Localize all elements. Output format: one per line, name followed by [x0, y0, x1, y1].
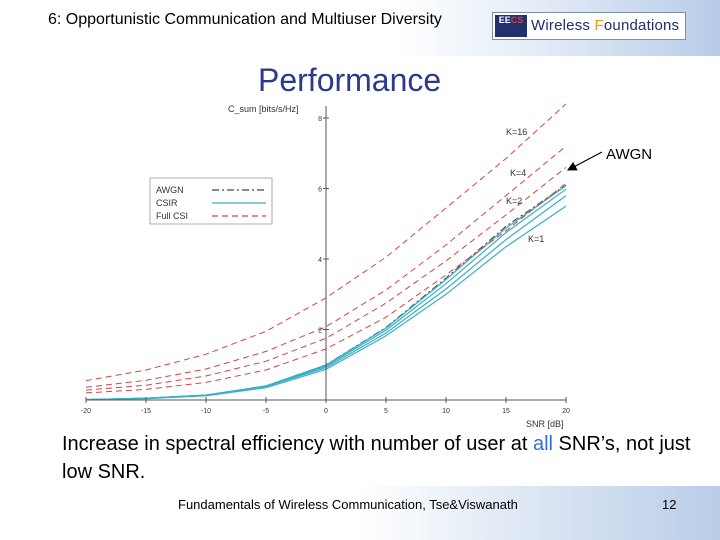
- x-tick-label: -15: [141, 408, 151, 415]
- logo-text-part2: ireless: [545, 17, 595, 34]
- curve-annotation-1: K=1: [528, 234, 544, 244]
- logo-text-part3: F: [594, 17, 604, 34]
- curve-annotation-4: K=4: [510, 168, 526, 178]
- footer-text: Fundamentals of Wireless Communication, …: [178, 497, 518, 512]
- slide-title: Performance: [258, 62, 442, 98]
- x-tick-label: -5: [263, 408, 269, 415]
- page-number: 12: [662, 497, 677, 512]
- awgn-arrow: [566, 151, 603, 171]
- y-axis-label: C_sum [bits/s/Hz]: [228, 104, 299, 114]
- legend-box: [149, 177, 273, 225]
- y-tick-label: 2: [318, 328, 322, 335]
- eecs-badge-accent: CS: [510, 15, 524, 25]
- logo-text-part1: W: [531, 17, 546, 34]
- x-tick-label: 20: [562, 408, 570, 415]
- series-line-6: [85, 167, 567, 391]
- x-axis-label: SNR [dB]: [526, 419, 564, 429]
- eecs-badge: EECS: [495, 15, 527, 37]
- logo-text-part4: oundations: [603, 17, 680, 34]
- y-tick-label: 8: [318, 116, 322, 123]
- logo-text: Wireless Foundations: [531, 17, 679, 34]
- x-tick-label: 15: [502, 408, 510, 415]
- x-tick-label: 0: [324, 408, 328, 415]
- footer-bar: [0, 486, 720, 540]
- curve-annotation-2: K=2: [506, 196, 522, 206]
- x-tick-label: 5: [384, 408, 388, 415]
- legend-label-2: Full CSI: [156, 211, 188, 221]
- axis-layer: -20 -15 -10 -5 0 5 10 15 20 2 4 6 8: [81, 106, 570, 415]
- wireless-foundations-logo: EECS Wireless Foundations: [492, 12, 686, 40]
- x-tick-label: 10: [442, 408, 450, 415]
- label-layer: C_sum [bits/s/Hz] SNR [dB] K=16 K=4 K=2 K=1 AW…: [149, 104, 652, 429]
- x-tick-label: -20: [81, 408, 91, 415]
- legend-label-0: AWGN: [156, 185, 184, 195]
- slide-caption: Increase in spectral efficiency with num…: [62, 430, 702, 486]
- y-tick-label: 6: [318, 187, 322, 194]
- curve-annotation-16: K=16: [506, 127, 527, 137]
- caption-highlight: all: [532, 433, 553, 455]
- chart-legend: AWGN CSIR Full CSI: [149, 177, 273, 225]
- awgn-annotation: AWGN: [606, 146, 652, 163]
- series-line-7: [85, 145, 567, 388]
- caption-text-before: Increase in spectral efficiency with num…: [62, 433, 533, 455]
- x-tick-label: -10: [201, 408, 211, 415]
- y-tick-label: 4: [318, 257, 322, 264]
- caption-text-after: SNR’s, not just low SNR.: [62, 433, 691, 483]
- eecs-badge-top: EE: [498, 15, 511, 25]
- legend-label-1: CSIR: [156, 198, 178, 208]
- header-title: 6: Opportunistic Communication and Multi…: [48, 11, 442, 28]
